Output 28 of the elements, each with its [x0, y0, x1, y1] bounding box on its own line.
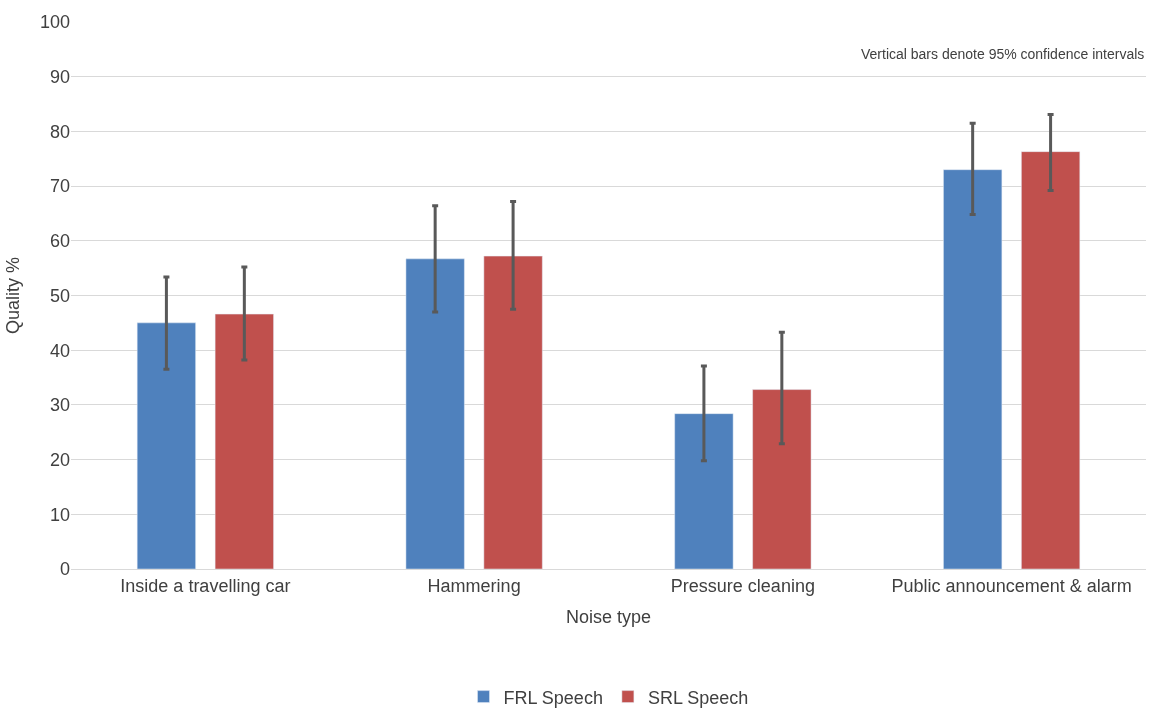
y-tick-label: 90 — [49, 67, 70, 87]
y-tick-label: 100 — [39, 12, 70, 33]
bar — [1021, 151, 1081, 569]
annotation: Vertical bars denote 95% confidence intervals — [861, 46, 1145, 62]
bar — [943, 169, 1003, 569]
bar — [214, 313, 274, 569]
y-tick-label: 80 — [49, 121, 70, 142]
y-tick-label: 30 — [49, 395, 70, 416]
x-tick-label: Pressure cleaning — [670, 575, 815, 596]
legend-label: SRL Speech — [647, 687, 749, 708]
y-tick-label: 50 — [49, 285, 70, 306]
x-tick-label: Public announcement & alarm — [891, 575, 1132, 596]
bar — [483, 255, 543, 569]
y-tick-label: 20 — [49, 449, 70, 470]
x-axis-title: Noise type — [565, 606, 652, 627]
y-tick-label: 60 — [49, 231, 70, 252]
x-tick-label: Inside a travelling car — [120, 575, 291, 596]
y-tick-label: 10 — [49, 504, 70, 525]
legend-label: FRL Speech — [503, 687, 603, 708]
y-tick-label: 40 — [49, 340, 70, 361]
bar — [752, 389, 812, 569]
bar — [674, 413, 734, 569]
y-tick-label: 0 — [59, 559, 70, 580]
y-tick-label: 70 — [49, 176, 70, 197]
bar — [136, 322, 196, 569]
bar — [405, 258, 465, 569]
y-axis-title: Quality % — [3, 256, 24, 335]
x-tick-label: Hammering — [427, 575, 521, 596]
